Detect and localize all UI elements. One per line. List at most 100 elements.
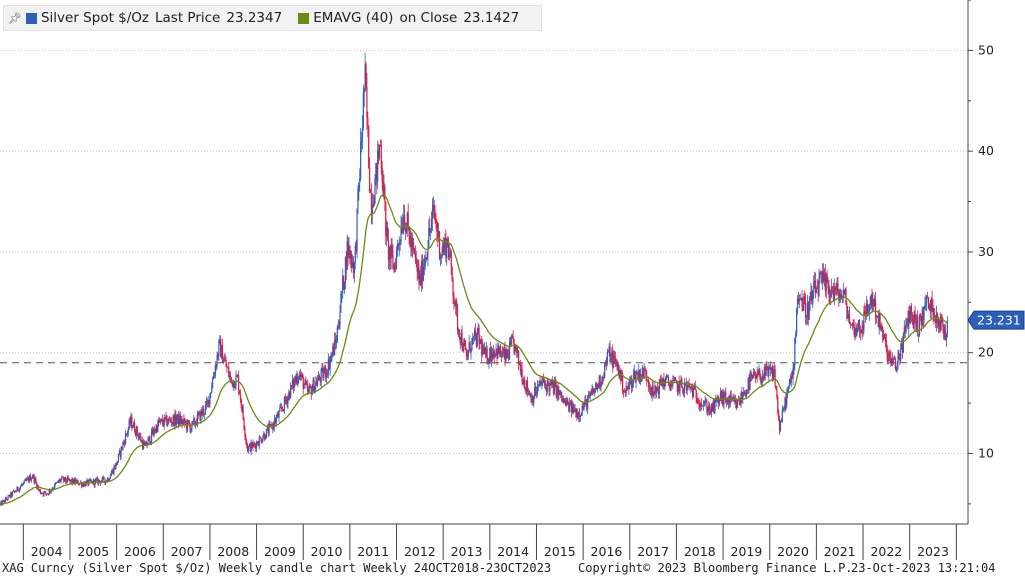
x-tick-label: 2020 [777,544,809,559]
candle-body [939,320,941,330]
candle-body [937,320,939,326]
candle-body [771,367,774,380]
candle-body [395,265,397,269]
candle-body [639,369,641,382]
candle-body [136,426,138,435]
candle-body [683,388,685,393]
candle-body [210,392,212,394]
candle-body [217,354,219,357]
candle-body [33,474,35,483]
candle-body [701,405,704,407]
candle-body [341,293,343,295]
candle-body [721,391,723,401]
candle-body [826,274,828,283]
candle-body [680,379,682,382]
candle-body [346,241,348,271]
candle-body [781,409,783,422]
candle-body [647,380,649,382]
legend-item-ema[interactable]: EMAVG (40) on Close 23.1427 [296,10,519,26]
candle-body [126,432,128,434]
candle-body [540,383,542,385]
candle-body [811,290,813,305]
candle-body [686,384,688,390]
candle-body [705,400,707,403]
candle-body [273,419,276,428]
candle-body [739,402,741,405]
candle-body [902,333,905,353]
legend-item-silver[interactable]: Silver Spot $/Oz Last Price 23.2347 [24,10,282,26]
candle-body [466,356,469,358]
candle-body [484,347,486,355]
candle-body [555,382,557,397]
candle-body [64,477,67,482]
candle-body [121,447,123,449]
candle-body [400,227,402,241]
candle-body [201,410,203,415]
candle-body [578,412,581,418]
x-tick-label: 2022 [870,544,902,559]
candle-body [421,260,424,281]
candle-body [569,402,571,412]
candle-body [308,389,310,392]
candle-body [622,372,624,391]
candle-body [300,374,303,377]
candle-body [595,383,598,390]
candle-body [16,487,18,492]
candle-body [691,386,693,389]
candle-body [886,348,888,362]
candle-body [931,298,933,306]
candle-body [611,351,613,360]
candle-body [102,477,104,478]
candle-body [283,397,285,411]
candle-body [661,383,663,387]
candle-body [940,316,942,330]
candle-body [830,293,832,297]
candle-body [468,342,470,351]
candle-body [178,415,181,425]
candle-body [784,398,786,409]
candle-body [212,379,214,388]
candle-body [3,500,6,503]
candle-body [403,215,405,226]
candle-body [288,391,290,397]
candle-body [132,427,134,429]
candle-body [719,392,721,400]
candle-body [25,479,27,481]
pin-icon[interactable]: 📌︎ [8,11,22,25]
candle-body [726,398,729,404]
candle-body [237,375,239,377]
candle-body [133,422,136,433]
candle-body [884,336,887,341]
candle-body [399,240,401,244]
candle-body [799,298,801,299]
x-tick-label: 2023 [917,544,949,559]
candle-body [612,351,614,368]
candle-body [529,394,531,396]
candle-body [292,379,294,389]
candle-body [12,490,15,492]
candle-body [591,389,593,395]
candle-body [899,353,901,361]
candle-body [600,385,602,387]
candle-body [585,399,587,401]
candle-body [626,386,628,388]
candle-body [758,370,760,375]
candle-body [773,369,775,372]
candle-body [685,383,687,390]
candle-body [820,272,822,274]
candle-body [909,306,912,324]
candle-body [214,365,216,375]
candle-body [635,373,637,382]
candle-body [925,302,927,306]
candle-body [738,399,740,403]
candle-body [276,413,278,418]
candle-body [369,168,371,192]
candle-body [366,87,368,118]
candle-body [10,492,12,497]
candle-body [651,385,653,396]
candle-body [767,367,769,376]
candle-body [116,461,119,465]
candle-body [766,366,768,368]
candle-body [897,356,899,364]
candle-body [650,388,652,396]
